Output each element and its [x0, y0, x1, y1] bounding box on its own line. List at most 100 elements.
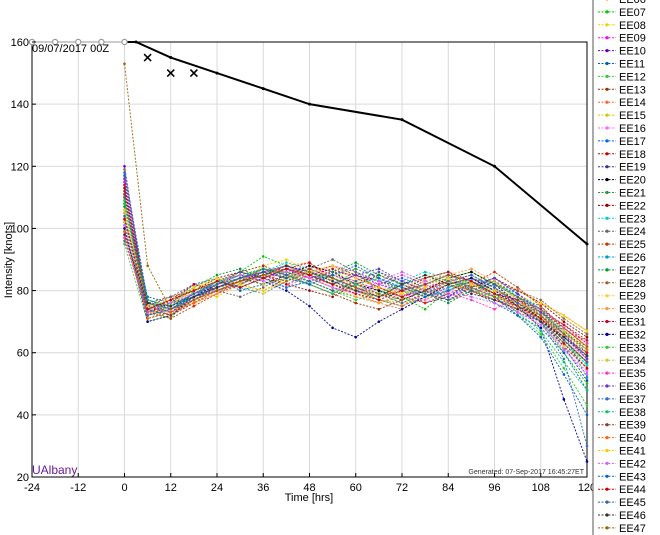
legend-item-ee23: EE23 — [598, 213, 646, 225]
series-point-ee40 — [123, 230, 126, 233]
series-point-ee32 — [562, 398, 566, 401]
legend-label: EE37 — [619, 394, 646, 406]
series-point-ee32 — [146, 320, 149, 323]
series-point-ee42 — [516, 311, 519, 314]
series-point-ee37 — [470, 273, 473, 277]
series-point-ee41 — [562, 314, 566, 317]
best-track-x-mark — [166, 69, 175, 78]
series-point-ee27 — [446, 301, 450, 305]
official-forecast-point — [134, 40, 138, 44]
series-point-ee46 — [123, 233, 126, 236]
series-point-ee44 — [238, 286, 242, 289]
legend-item-ee06: EE06 — [605, 0, 646, 6]
series-point-ee40 — [192, 301, 196, 305]
series-point-ee44 — [562, 342, 566, 345]
series-point-ee41 — [331, 264, 334, 268]
series-point-ee43 — [446, 289, 450, 292]
legend-label: EE46 — [619, 510, 646, 522]
legend-label: EE20 — [619, 175, 646, 187]
legend-label: EE45 — [619, 497, 646, 509]
series-point-ee41 — [354, 276, 358, 280]
series-point-ee40 — [585, 348, 589, 351]
series-point-ee41 — [539, 301, 543, 305]
series-point-ee43 — [331, 273, 334, 277]
series-point-ee45 — [354, 279, 358, 283]
legend-swatch-dot — [605, 358, 609, 362]
series-point-ee43 — [285, 276, 288, 280]
series-point-ee36 — [516, 292, 519, 295]
legend-label: EE19 — [619, 162, 646, 174]
legend-swatch-dot — [605, 165, 609, 169]
series-point-ee25 — [169, 317, 173, 320]
x-tick-label: -24 — [24, 482, 40, 494]
observed-track — [28, 38, 128, 46]
series-point-ee41 — [123, 208, 126, 212]
series-point-ee30 — [215, 292, 219, 295]
series-point-ee32 — [285, 289, 288, 292]
series-point-ee36 — [354, 273, 358, 277]
official-forecast-point — [169, 56, 173, 60]
series-point-ee19 — [585, 379, 589, 382]
series-point-ee47 — [238, 279, 242, 283]
legend-swatch-dot — [605, 448, 609, 453]
legend-item-ee29: EE29 — [598, 291, 646, 303]
series-point-ee45 — [470, 289, 473, 292]
series-point-ee24 — [354, 270, 358, 274]
series-point-ee41 — [261, 289, 265, 292]
series-point-ee44 — [377, 298, 381, 302]
legend-label: EE39 — [619, 420, 646, 432]
series-point-ee45 — [285, 273, 288, 277]
series-point-ee46 — [285, 264, 288, 268]
y-tick-label: 140 — [11, 99, 29, 111]
x-tick-label: 96 — [488, 482, 500, 494]
y-tick-label: 80 — [17, 286, 29, 298]
legend-swatch-dot — [605, 61, 609, 66]
legend-item-ee35: EE35 — [598, 368, 646, 380]
series-point-ee40 — [169, 311, 173, 314]
legend-label: EE16 — [619, 123, 646, 135]
series-point-ee32 — [585, 460, 589, 463]
legend-label: EE43 — [619, 471, 646, 483]
legend-label: EE34 — [619, 355, 646, 367]
legend-swatch-dot — [605, 281, 609, 285]
series-point-ee39 — [446, 273, 450, 277]
series-point-ee47 — [562, 332, 566, 336]
series-point-ee13 — [354, 301, 358, 305]
legend-swatch-dot — [605, 203, 609, 207]
legend-swatch-dot — [605, 474, 609, 478]
legend-item-ee20: EE20 — [598, 175, 646, 187]
series-point-ee25 — [539, 304, 543, 308]
series-point-ee20 — [377, 289, 381, 292]
series-point-ee47 — [123, 62, 126, 66]
legend-item-ee30: EE30 — [598, 304, 646, 316]
official-forecast-point — [400, 118, 404, 122]
legend-label: EE06 — [619, 0, 646, 6]
series-point-ee45 — [331, 289, 334, 292]
legend-swatch-dot — [605, 436, 609, 440]
series-point-ee11 — [562, 351, 566, 355]
series-point-ee47 — [470, 286, 473, 289]
series-point-ee44 — [493, 292, 496, 295]
series-point-ee45 — [423, 292, 427, 295]
series-point-ee42 — [331, 286, 334, 289]
legend-item-ee19: EE19 — [598, 162, 646, 174]
series-point-ee27 — [331, 270, 334, 274]
series-point-ee36 — [446, 295, 450, 299]
official-forecast-point — [308, 102, 311, 106]
series-point-ee34 — [261, 283, 265, 286]
series-point-ee32 — [400, 307, 404, 311]
series-point-ee43 — [585, 413, 589, 417]
series-point-ee35 — [400, 273, 404, 277]
series-point-ee43 — [377, 276, 381, 280]
x-tick-label: 84 — [442, 482, 454, 494]
series-point-ee23 — [423, 270, 427, 274]
series-point-ee44 — [123, 217, 126, 221]
series-point-ee39 — [562, 323, 566, 327]
series-point-ee38 — [331, 292, 334, 295]
series-point-ee36 — [400, 279, 404, 283]
x-tick-label: 12 — [165, 482, 177, 494]
series-point-ee42 — [169, 301, 173, 305]
series-point-ee18 — [308, 261, 311, 264]
series-point-ee47 — [539, 314, 543, 317]
series-point-ee20 — [470, 270, 473, 274]
